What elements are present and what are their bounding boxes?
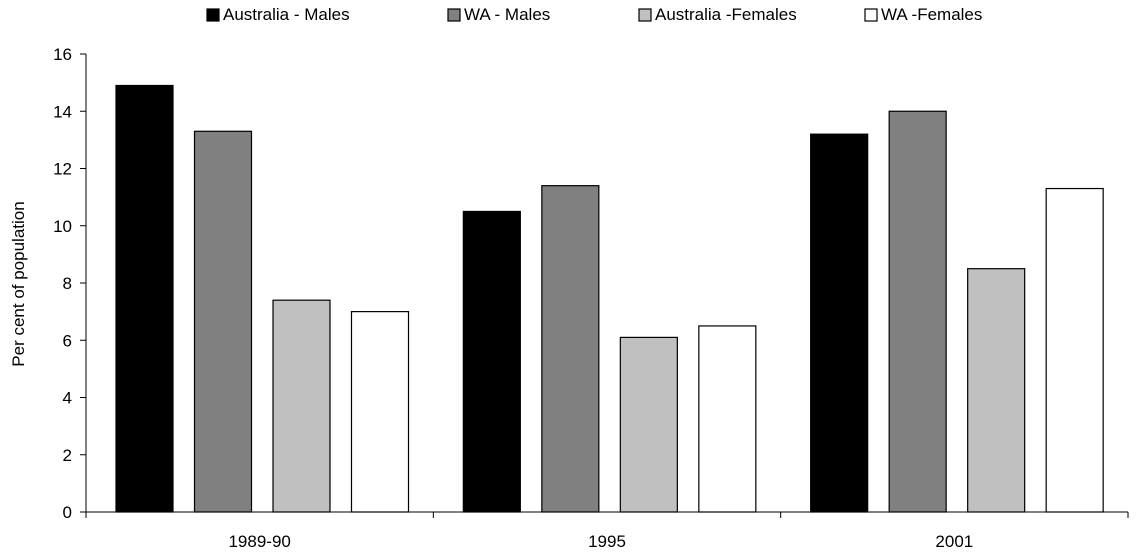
bar <box>193 130 253 513</box>
y-tick-label: 2 <box>63 446 72 465</box>
y-tick-label: 6 <box>63 331 72 350</box>
y-tick-label: 0 <box>63 503 72 522</box>
bars <box>115 84 1104 513</box>
y-tick-label: 16 <box>53 45 72 64</box>
x-tick-label: 1989-90 <box>228 532 290 551</box>
x-tick-label: 1995 <box>588 532 626 551</box>
bar <box>272 299 331 513</box>
bar <box>350 311 410 513</box>
y-axis-label: Per cent of population <box>9 201 28 366</box>
y-tick-label: 14 <box>53 102 72 121</box>
legend-label: WA -Females <box>881 5 982 24</box>
legend-label: WA - Males <box>464 5 550 24</box>
bar <box>888 110 947 513</box>
y-tick-label: 8 <box>63 274 72 293</box>
legend-label: Australia - Males <box>223 5 350 24</box>
y-tick-label: 10 <box>53 217 72 236</box>
bar <box>115 84 174 513</box>
bar <box>462 210 521 513</box>
bar <box>698 325 757 513</box>
legend: Australia - Males WA - Males Australia -Fe… <box>206 5 982 24</box>
y-tick-label: 4 <box>63 389 72 408</box>
bar <box>810 133 869 513</box>
legend-swatch <box>864 8 878 22</box>
x-tick-label: 2001 <box>935 532 973 551</box>
bar <box>1045 187 1104 513</box>
legend-swatch <box>638 8 652 22</box>
bar <box>967 268 1026 513</box>
bar <box>541 185 600 513</box>
x-axis: 1989-90 1995 2001 <box>85 511 1129 551</box>
bar <box>619 336 678 513</box>
y-tick-label: 12 <box>53 160 72 179</box>
legend-swatch <box>447 8 461 22</box>
legend-label: Australia -Females <box>655 5 797 24</box>
y-axis: 0 2 4 6 8 10 12 14 16 <box>53 45 87 522</box>
legend-swatch <box>206 8 220 22</box>
